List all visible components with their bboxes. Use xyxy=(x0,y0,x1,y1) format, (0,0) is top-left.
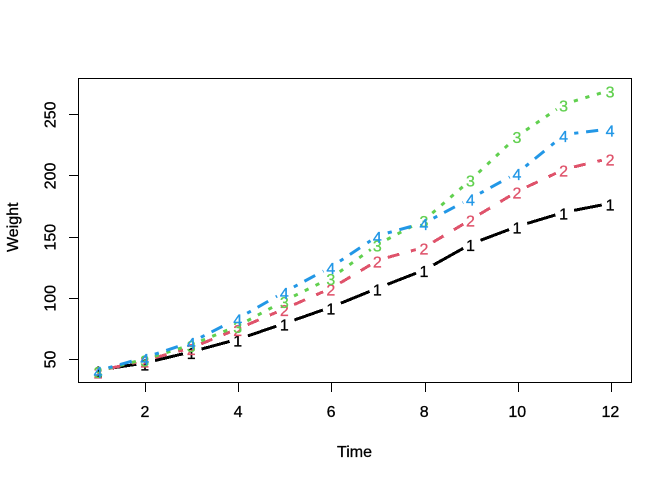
svg-text:3: 3 xyxy=(373,238,382,255)
svg-text:2: 2 xyxy=(140,404,149,421)
svg-text:2: 2 xyxy=(419,242,428,259)
svg-text:Weight: Weight xyxy=(5,202,22,252)
svg-text:2: 2 xyxy=(280,303,289,320)
svg-text:2: 2 xyxy=(559,164,568,181)
svg-text:250: 250 xyxy=(43,101,60,128)
svg-text:4: 4 xyxy=(94,365,103,382)
svg-text:8: 8 xyxy=(420,404,429,421)
svg-text:1: 1 xyxy=(233,333,242,350)
svg-text:4: 4 xyxy=(373,230,382,247)
svg-text:2: 2 xyxy=(233,323,242,340)
svg-text:1: 1 xyxy=(326,301,335,318)
svg-text:10: 10 xyxy=(508,404,526,421)
svg-text:1: 1 xyxy=(606,198,615,215)
svg-text:1: 1 xyxy=(187,346,196,363)
svg-text:4: 4 xyxy=(234,404,243,421)
svg-text:4: 4 xyxy=(140,352,149,369)
svg-text:2: 2 xyxy=(373,255,382,272)
svg-text:50: 50 xyxy=(43,350,60,368)
svg-text:1: 1 xyxy=(373,282,382,299)
svg-text:1: 1 xyxy=(513,221,522,238)
svg-text:4: 4 xyxy=(280,286,289,303)
svg-text:12: 12 xyxy=(602,404,620,421)
svg-text:4: 4 xyxy=(233,312,242,329)
svg-text:2: 2 xyxy=(187,342,196,359)
svg-text:2: 2 xyxy=(513,186,522,203)
svg-text:3: 3 xyxy=(233,320,242,337)
svg-text:1: 1 xyxy=(140,357,149,374)
svg-text:3: 3 xyxy=(326,272,335,289)
svg-text:2: 2 xyxy=(326,282,335,299)
svg-text:3: 3 xyxy=(466,174,475,191)
svg-text:3: 3 xyxy=(559,98,568,115)
svg-text:4: 4 xyxy=(187,336,196,353)
svg-text:1: 1 xyxy=(419,264,428,281)
svg-text:1: 1 xyxy=(559,207,568,224)
svg-text:2: 2 xyxy=(606,152,615,169)
svg-text:100: 100 xyxy=(43,285,60,312)
svg-text:2: 2 xyxy=(466,214,475,231)
svg-text:3: 3 xyxy=(513,130,522,147)
svg-text:4: 4 xyxy=(606,123,615,140)
svg-text:6: 6 xyxy=(327,404,336,421)
svg-text:4: 4 xyxy=(419,217,428,234)
svg-text:1: 1 xyxy=(280,318,289,335)
svg-text:Time: Time xyxy=(337,444,372,461)
svg-text:200: 200 xyxy=(43,163,60,190)
svg-text:1: 1 xyxy=(94,364,103,381)
svg-text:4: 4 xyxy=(559,129,568,146)
svg-text:3: 3 xyxy=(280,295,289,312)
svg-text:4: 4 xyxy=(466,192,475,209)
svg-text:150: 150 xyxy=(43,224,60,251)
svg-text:3: 3 xyxy=(606,84,615,101)
svg-text:2: 2 xyxy=(140,355,149,372)
svg-text:2: 2 xyxy=(94,365,103,382)
svg-text:3: 3 xyxy=(94,365,103,382)
svg-text:4: 4 xyxy=(326,261,335,278)
svg-text:3: 3 xyxy=(419,214,428,231)
svg-text:3: 3 xyxy=(187,339,196,356)
svg-text:3: 3 xyxy=(140,353,149,370)
svg-text:4: 4 xyxy=(513,167,522,184)
svg-text:1: 1 xyxy=(466,238,475,255)
